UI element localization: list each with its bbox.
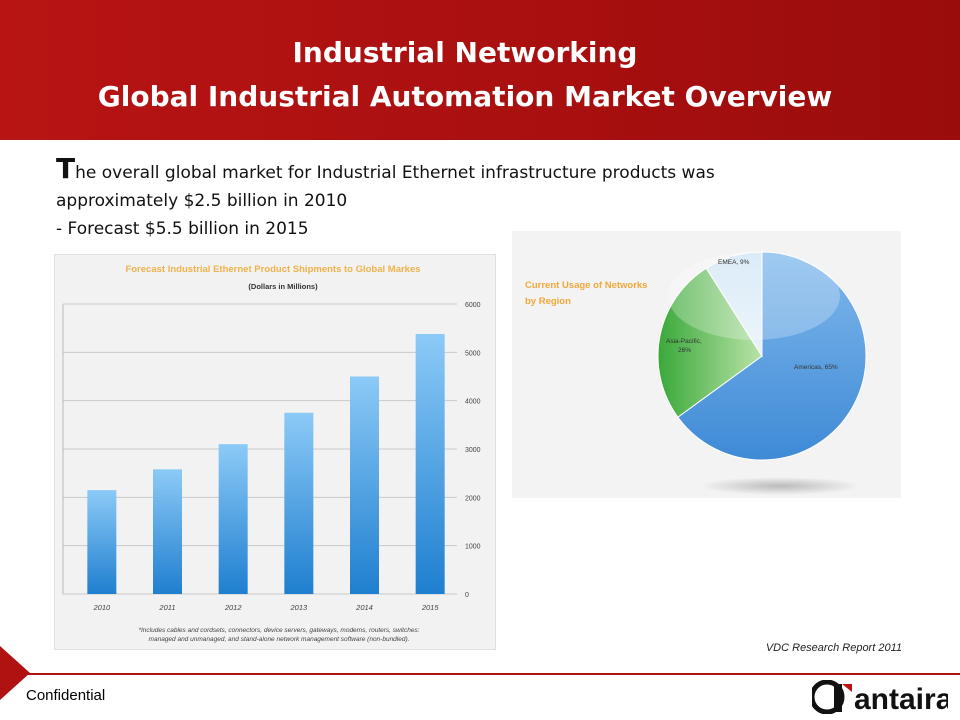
bar-2012	[218, 444, 248, 594]
body-line-1-text: he overall global market for Industrial …	[75, 163, 715, 183]
slide-title-line1: Industrial Networking	[292, 36, 638, 69]
bar-y-tick-label: 0	[465, 592, 469, 599]
footer-divider	[20, 673, 960, 675]
pie-slice-americas	[677, 251, 867, 461]
bar-y-tick-label: 2000	[465, 495, 481, 502]
bar-y-tick-label: 4000	[465, 399, 481, 406]
bar-x-tick-label: 2011	[158, 603, 175, 612]
bar-chart-title: Forecast Industrial Ethernet Product Shi…	[125, 264, 420, 275]
pie-chart-title-line1: Current Usage of Networks	[525, 280, 647, 291]
bar-y-tick-label: 6000	[465, 302, 481, 309]
slide-title-line2: Global Industrial Automation Market Over…	[97, 80, 833, 113]
bar-y-tick-label: 5000	[465, 350, 481, 357]
bar-chart-panel: Forecast Industrial Ethernet Product Shi…	[54, 254, 496, 650]
bar-chart-footnote-line1: *Includes cables and cordsets, connector…	[138, 627, 419, 634]
pie-chart-title-line2: by Region	[525, 296, 571, 307]
bar-2015	[415, 333, 445, 594]
bar-2011	[153, 469, 182, 594]
bar-chart: Forecast Industrial Ethernet Product Shi…	[62, 264, 481, 643]
bar-x-tick-label: 2012	[224, 603, 243, 612]
pie-label-emea: EMEA, 9%	[718, 259, 750, 266]
bar-x-tick-label: 2014	[355, 603, 373, 612]
bar-chart-footnote-line2: managed and unmanaged, and stand-alone n…	[149, 636, 410, 643]
pie-label-asia-pacific-value: 26%	[678, 347, 691, 354]
pie-chart-panel: Current Usage of Networks by Region Amer…	[512, 231, 901, 498]
bar-x-tick-label: 2015	[421, 603, 440, 612]
bar-x-tick-label: 2013	[289, 603, 308, 612]
antaira-logo: antaira	[812, 680, 948, 714]
pie-slice-asia-pacific	[657, 267, 763, 418]
pie-highlight	[668, 252, 840, 340]
bar-y-tick-label: 1000	[465, 544, 481, 551]
antaira-logo-mark	[812, 680, 852, 714]
footer-confidential-label: Confidential	[26, 687, 106, 704]
slide-body-text: The overall global market for Industrial…	[56, 155, 856, 243]
drop-cap: T	[56, 152, 76, 185]
antaira-logo-text: antaira	[854, 683, 948, 714]
pie-slice-emea	[705, 251, 763, 358]
pie-chart: Current Usage of Networks by Region Amer…	[525, 251, 867, 495]
pie-label-americas: Americas, 65%	[794, 364, 838, 371]
bar-2014	[350, 376, 379, 594]
bar-2013	[284, 412, 314, 594]
body-line-1: The overall global market for Industrial…	[56, 155, 856, 187]
body-line-3: - Forecast $5.5 billion in 2015	[56, 219, 309, 239]
body-line-2: approximately $2.5 billion in 2010	[56, 191, 348, 211]
bar-x-tick-label: 2010	[92, 603, 111, 612]
pie-label-asia-pacific: Asia-Pacific,	[666, 338, 702, 345]
pie-shadow	[700, 477, 860, 495]
bar-chart-subtitle: (Dollars in Millions)	[248, 282, 318, 291]
bar-2010	[87, 490, 117, 594]
source-citation: VDC Research Report 2011	[765, 642, 902, 654]
title-banner: Industrial Networking Global Industrial …	[0, 0, 960, 140]
bar-y-tick-label: 3000	[465, 447, 481, 454]
